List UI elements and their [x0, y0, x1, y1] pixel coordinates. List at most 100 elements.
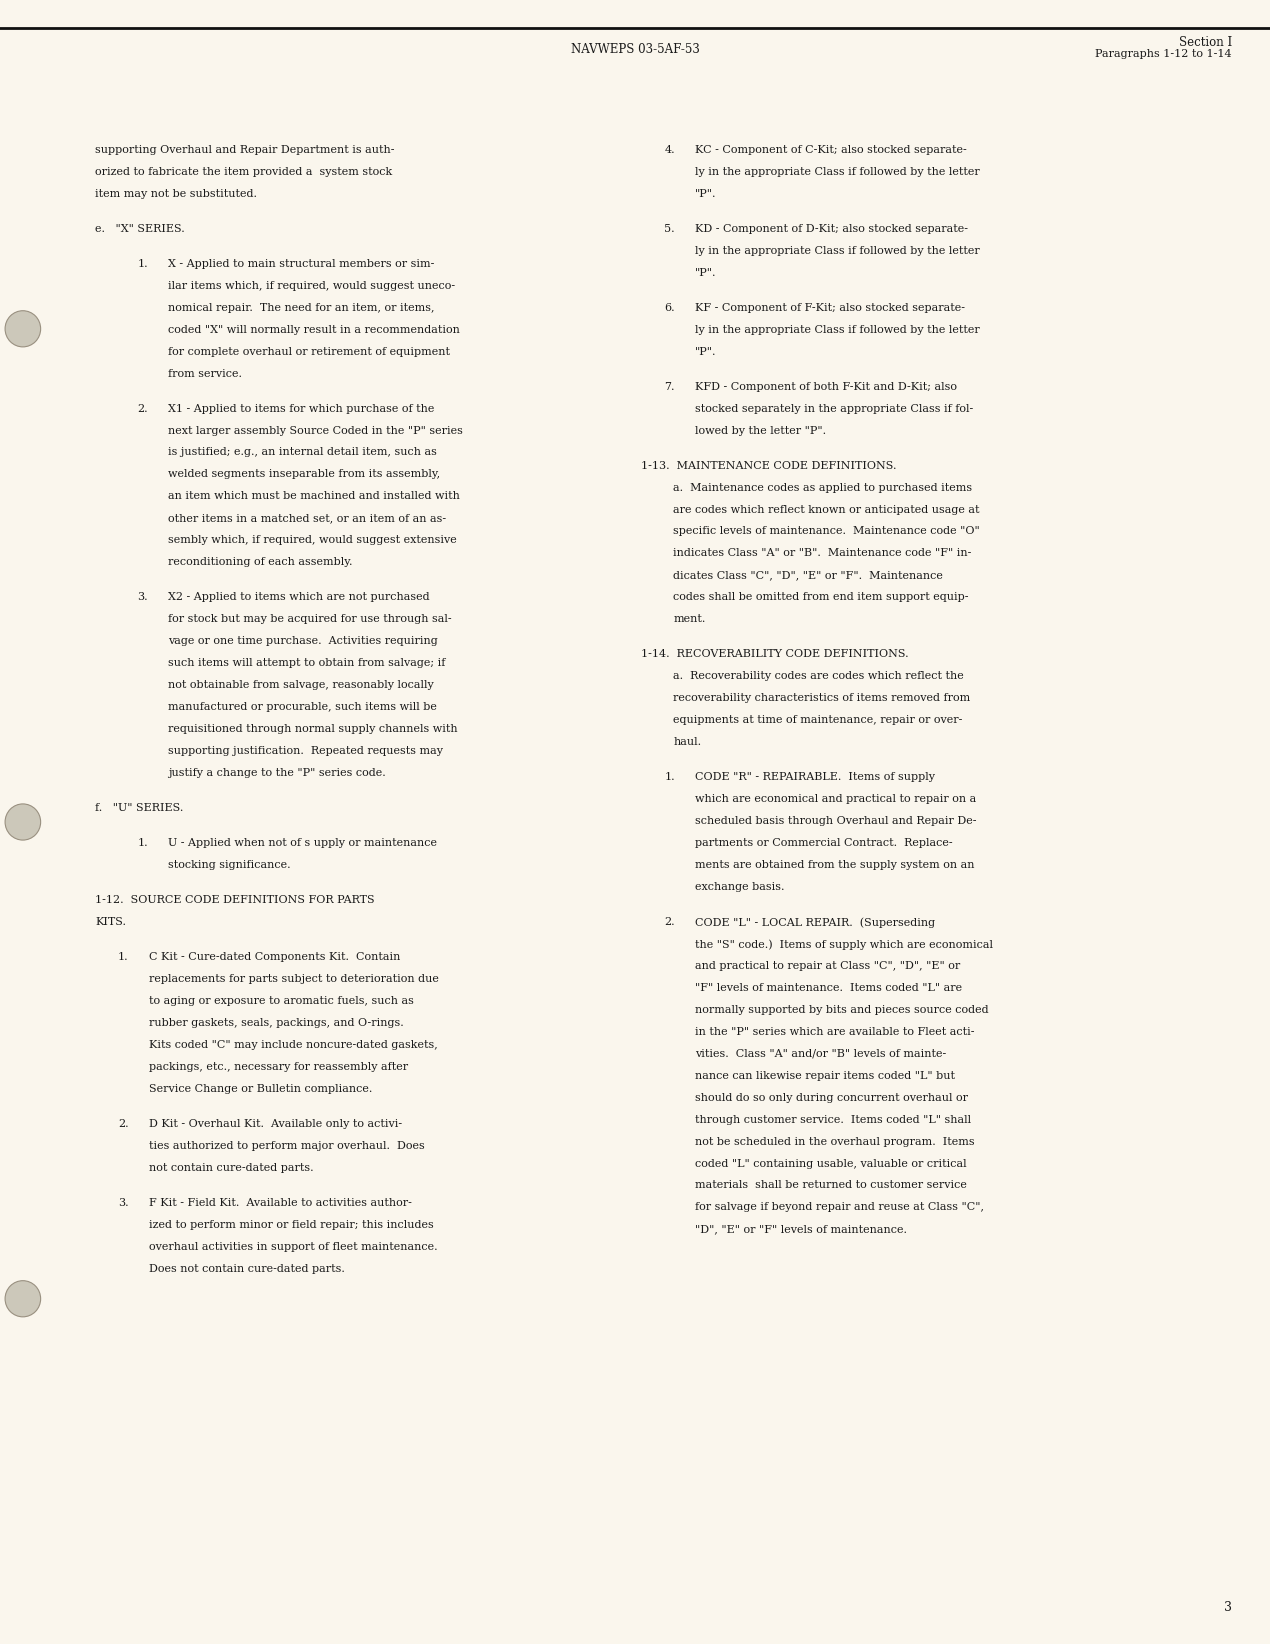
Text: 2.: 2. [137, 403, 147, 414]
Text: reconditioning of each assembly.: reconditioning of each assembly. [168, 557, 352, 567]
Text: partments or Commercial Contract.  Replace-: partments or Commercial Contract. Replac… [695, 838, 952, 848]
Text: "P".: "P". [695, 189, 716, 199]
Text: "D", "E" or "F" levels of maintenance.: "D", "E" or "F" levels of maintenance. [695, 1225, 907, 1235]
Text: U - Applied when not of s upply or maintenance: U - Applied when not of s upply or maint… [168, 838, 437, 848]
Text: haul.: haul. [673, 737, 701, 746]
Ellipse shape [5, 804, 41, 840]
Text: 2.: 2. [664, 917, 674, 927]
Text: CODE "L" - LOCAL REPAIR.  (Superseding: CODE "L" - LOCAL REPAIR. (Superseding [695, 917, 935, 927]
Text: ilar items which, if required, would suggest uneco-: ilar items which, if required, would sug… [168, 281, 455, 291]
Text: from service.: from service. [168, 368, 241, 378]
Text: 1-12.  SOURCE CODE DEFINITIONS FOR PARTS: 1-12. SOURCE CODE DEFINITIONS FOR PARTS [95, 894, 375, 906]
Text: manufactured or procurable, such items will be: manufactured or procurable, such items w… [168, 702, 437, 712]
Text: "P".: "P". [695, 268, 716, 278]
Text: specific levels of maintenance.  Maintenance code "O": specific levels of maintenance. Maintena… [673, 526, 980, 536]
Text: is justified; e.g., an internal detail item, such as: is justified; e.g., an internal detail i… [168, 447, 437, 457]
Text: replacements for parts subject to deterioration due: replacements for parts subject to deteri… [149, 975, 438, 985]
Text: Does not contain cure-dated parts.: Does not contain cure-dated parts. [149, 1264, 344, 1274]
Text: X2 - Applied to items which are not purchased: X2 - Applied to items which are not purc… [168, 592, 429, 602]
Text: normally supported by bits and pieces source coded: normally supported by bits and pieces so… [695, 1004, 988, 1014]
Text: F Kit - Field Kit.  Available to activities author-: F Kit - Field Kit. Available to activiti… [149, 1198, 411, 1208]
Text: f.   "U" SERIES.: f. "U" SERIES. [95, 802, 184, 814]
Text: next larger assembly Source Coded in the "P" series: next larger assembly Source Coded in the… [168, 426, 462, 436]
Text: not contain cure-dated parts.: not contain cure-dated parts. [149, 1162, 314, 1172]
Text: should do so only during concurrent overhaul or: should do so only during concurrent over… [695, 1093, 968, 1103]
Text: X - Applied to main structural members or sim-: X - Applied to main structural members o… [168, 258, 434, 268]
Text: item may not be substituted.: item may not be substituted. [95, 189, 258, 199]
Text: such items will attempt to obtain from salvage; if: such items will attempt to obtain from s… [168, 658, 444, 667]
Text: C Kit - Cure-dated Components Kit.  Contain: C Kit - Cure-dated Components Kit. Conta… [149, 952, 400, 962]
Text: stocked separately in the appropriate Class if fol-: stocked separately in the appropriate Cl… [695, 403, 973, 414]
Text: rubber gaskets, seals, packings, and O-rings.: rubber gaskets, seals, packings, and O-r… [149, 1018, 404, 1028]
Text: NAVWEPS 03-5AF-53: NAVWEPS 03-5AF-53 [570, 43, 700, 56]
Text: a.  Recoverability codes are codes which reflect the: a. Recoverability codes are codes which … [673, 671, 964, 681]
Text: an item which must be machined and installed with: an item which must be machined and insta… [168, 492, 460, 501]
Text: the "S" code.)  Items of supply which are economical: the "S" code.) Items of supply which are… [695, 939, 993, 950]
Text: Section I: Section I [1179, 36, 1232, 49]
Text: for stock but may be acquired for use through sal-: for stock but may be acquired for use th… [168, 615, 451, 625]
Text: KFD - Component of both F-Kit and D-Kit; also: KFD - Component of both F-Kit and D-Kit;… [695, 381, 956, 391]
Text: a.  Maintenance codes as applied to purchased items: a. Maintenance codes as applied to purch… [673, 483, 973, 493]
Text: ment.: ment. [673, 615, 705, 625]
Text: Paragraphs 1-12 to 1-14: Paragraphs 1-12 to 1-14 [1095, 49, 1232, 59]
Text: 1-14.  RECOVERABILITY CODE DEFINITIONS.: 1-14. RECOVERABILITY CODE DEFINITIONS. [641, 649, 909, 659]
Text: equipments at time of maintenance, repair or over-: equipments at time of maintenance, repai… [673, 715, 963, 725]
Text: 7.: 7. [664, 381, 674, 391]
Text: CODE "R" - REPAIRABLE.  Items of supply: CODE "R" - REPAIRABLE. Items of supply [695, 773, 935, 783]
Text: other items in a matched set, or an item of an as-: other items in a matched set, or an item… [168, 513, 446, 523]
Text: 3.: 3. [118, 1198, 128, 1208]
Text: ly in the appropriate Class if followed by the letter: ly in the appropriate Class if followed … [695, 324, 979, 335]
Text: 2.: 2. [118, 1120, 128, 1129]
Text: X1 - Applied to items for which purchase of the: X1 - Applied to items for which purchase… [168, 403, 434, 414]
Text: overhaul activities in support of fleet maintenance.: overhaul activities in support of fleet … [149, 1241, 437, 1251]
Text: ties authorized to perform major overhaul.  Does: ties authorized to perform major overhau… [149, 1141, 424, 1151]
Text: packings, etc., necessary for reassembly after: packings, etc., necessary for reassembly… [149, 1062, 408, 1072]
Text: through customer service.  Items coded "L" shall: through customer service. Items coded "L… [695, 1115, 970, 1124]
Text: coded "L" containing usable, valuable or critical: coded "L" containing usable, valuable or… [695, 1159, 966, 1169]
Text: stocking significance.: stocking significance. [168, 860, 291, 870]
Text: are codes which reflect known or anticipated usage at: are codes which reflect known or anticip… [673, 505, 979, 515]
Text: to aging or exposure to aromatic fuels, such as: to aging or exposure to aromatic fuels, … [149, 996, 414, 1006]
Text: dicates Class "C", "D", "E" or "F".  Maintenance: dicates Class "C", "D", "E" or "F". Main… [673, 570, 942, 580]
Text: ized to perform minor or field repair; this includes: ized to perform minor or field repair; t… [149, 1220, 433, 1230]
Ellipse shape [5, 311, 41, 347]
Text: justify a change to the "P" series code.: justify a change to the "P" series code. [168, 768, 385, 778]
Text: materials  shall be returned to customer service: materials shall be returned to customer … [695, 1180, 966, 1190]
Text: for salvage if beyond repair and reuse at Class "C",: for salvage if beyond repair and reuse a… [695, 1202, 984, 1212]
Text: 3: 3 [1224, 1601, 1232, 1614]
Text: requisitioned through normal supply channels with: requisitioned through normal supply chan… [168, 723, 457, 733]
Text: recoverability characteristics of items removed from: recoverability characteristics of items … [673, 694, 970, 704]
Text: nomical repair.  The need for an item, or items,: nomical repair. The need for an item, or… [168, 302, 434, 312]
Text: not obtainable from salvage, reasonably locally: not obtainable from salvage, reasonably … [168, 681, 433, 690]
Text: 6.: 6. [664, 302, 674, 312]
Text: ly in the appropriate Class if followed by the letter: ly in the appropriate Class if followed … [695, 245, 979, 255]
Text: exchange basis.: exchange basis. [695, 881, 784, 893]
Text: 1.: 1. [118, 952, 128, 962]
Text: KITS.: KITS. [95, 917, 126, 927]
Text: sembly which, if required, would suggest extensive: sembly which, if required, would suggest… [168, 536, 456, 546]
Text: nance can likewise repair items coded "L" but: nance can likewise repair items coded "L… [695, 1070, 955, 1080]
Text: 4.: 4. [664, 145, 674, 155]
Text: supporting justification.  Repeated requests may: supporting justification. Repeated reque… [168, 746, 443, 756]
Text: Kits coded "C" may include noncure-dated gaskets,: Kits coded "C" may include noncure-dated… [149, 1041, 437, 1051]
Text: coded "X" will normally result in a recommendation: coded "X" will normally result in a reco… [168, 324, 460, 335]
Text: not be scheduled in the overhaul program.  Items: not be scheduled in the overhaul program… [695, 1136, 974, 1146]
Text: 1.: 1. [664, 773, 674, 783]
Text: welded segments inseparable from its assembly,: welded segments inseparable from its ass… [168, 470, 439, 480]
Text: 1.: 1. [137, 838, 147, 848]
Text: in the "P" series which are available to Fleet acti-: in the "P" series which are available to… [695, 1028, 974, 1037]
Text: lowed by the letter "P".: lowed by the letter "P". [695, 426, 826, 436]
Text: D Kit - Overhaul Kit.  Available only to activi-: D Kit - Overhaul Kit. Available only to … [149, 1120, 401, 1129]
Text: and practical to repair at Class "C", "D", "E" or: and practical to repair at Class "C", "D… [695, 962, 960, 972]
Text: indicates Class "A" or "B".  Maintenance code "F" in-: indicates Class "A" or "B". Maintenance … [673, 549, 972, 559]
Text: for complete overhaul or retirement of equipment: for complete overhaul or retirement of e… [168, 347, 450, 357]
Text: KF - Component of F-Kit; also stocked separate-: KF - Component of F-Kit; also stocked se… [695, 302, 965, 312]
Text: which are economical and practical to repair on a: which are economical and practical to re… [695, 794, 975, 804]
Text: e.   "X" SERIES.: e. "X" SERIES. [95, 224, 185, 233]
Text: 5.: 5. [664, 224, 674, 233]
Text: vage or one time purchase.  Activities requiring: vage or one time purchase. Activities re… [168, 636, 437, 646]
Text: KD - Component of D-Kit; also stocked separate-: KD - Component of D-Kit; also stocked se… [695, 224, 968, 233]
Text: vities.  Class "A" and/or "B" levels of mainte-: vities. Class "A" and/or "B" levels of m… [695, 1049, 946, 1059]
Text: Service Change or Bulletin compliance.: Service Change or Bulletin compliance. [149, 1083, 372, 1093]
Text: 1-13.  MAINTENANCE CODE DEFINITIONS.: 1-13. MAINTENANCE CODE DEFINITIONS. [641, 460, 897, 470]
